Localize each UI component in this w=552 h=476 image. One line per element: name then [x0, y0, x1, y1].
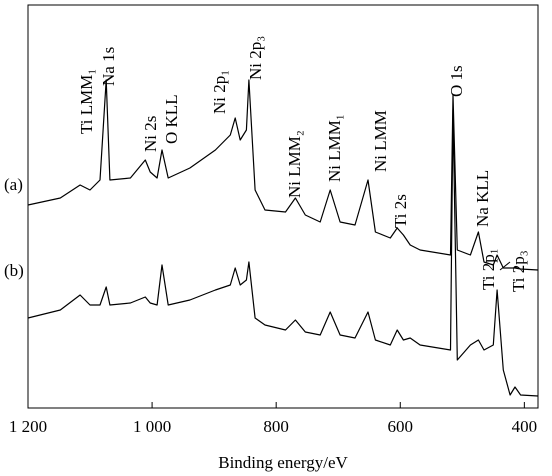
series-label: (a): [4, 175, 23, 194]
peak-label: Ti 2s: [391, 194, 410, 228]
peak-label: Ni 2p₁: [210, 70, 229, 114]
peak-label: Ni LMM: [371, 110, 390, 172]
peak-label: Ti 2p₃: [509, 250, 528, 292]
x-tick-label: 400: [512, 417, 538, 436]
series-label: (b): [4, 261, 24, 280]
peak-label: Na KLL: [473, 170, 492, 227]
spectrum-line: [27, 79, 539, 271]
peak-label: Ni LMM₁: [325, 114, 344, 182]
leader-line: [499, 261, 511, 271]
peak-label: Ti LMM₁: [77, 69, 96, 134]
peak-label: Ni 2p₃: [246, 36, 265, 80]
x-tick-label: 1 000: [133, 417, 171, 436]
peak-label: O KLL: [162, 94, 181, 144]
x-tick-label: 800: [263, 417, 289, 436]
peak-label: Ni 2s: [141, 116, 160, 152]
peak-label: O 1s: [447, 65, 466, 97]
peak-label: Ti 2p₁: [479, 248, 498, 290]
peak-label: Ni LMM₂: [285, 130, 304, 198]
spectrum-line: [27, 109, 539, 397]
x-tick-label: 1 200: [9, 417, 47, 436]
peak-label: Na 1s: [99, 47, 118, 86]
x-axis-label: Binding energy/eV: [218, 453, 348, 472]
x-tick-label: 600: [388, 417, 414, 436]
plot-frame: [27, 4, 539, 409]
